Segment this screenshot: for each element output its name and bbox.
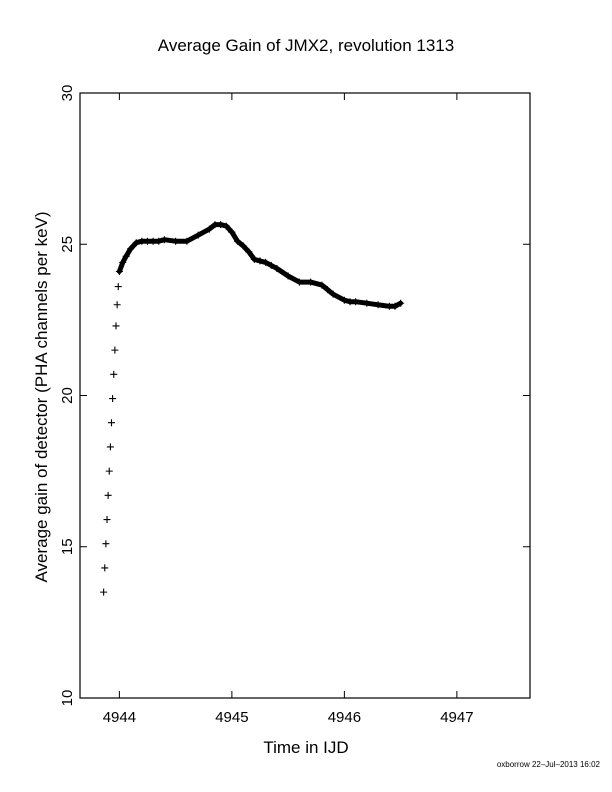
data-point: [100, 588, 108, 596]
y-tick-label: 25: [59, 236, 76, 253]
y-tick-label: 20: [59, 387, 76, 404]
y-tick-label: 10: [59, 690, 76, 707]
x-axis-label: Time in IJD: [263, 738, 349, 757]
data-point: [104, 491, 112, 499]
data-point: [103, 516, 111, 524]
data-point: [111, 346, 119, 354]
x-tick-label: 4944: [103, 709, 136, 726]
data-point: [105, 467, 113, 475]
data-point: [113, 301, 121, 309]
axis-ticks: 4944 4945 4946 4947 10 15 20 25 30: [59, 85, 530, 726]
data-points: [100, 221, 405, 596]
data-point: [106, 443, 114, 451]
x-tick-label: 4946: [328, 709, 361, 726]
plot-frame: [79, 92, 531, 699]
data-point: [102, 540, 110, 548]
y-axis-label: Average gain of detector (PHA channels p…: [32, 211, 51, 583]
y-tick-label: 30: [59, 85, 76, 102]
y-tick-label: 15: [59, 538, 76, 555]
footer-credit: oxborrow 22–Jul–2013 16:02: [496, 760, 600, 769]
data-point: [110, 370, 118, 378]
x-tick-label: 4947: [440, 709, 473, 726]
data-point: [114, 283, 122, 291]
data-trace: [116, 222, 404, 309]
data-point: [112, 322, 120, 330]
data-point: [101, 564, 109, 572]
x-tick-label: 4945: [215, 709, 248, 726]
data-point: [109, 395, 117, 403]
chart-title: Average Gain of JMX2, revolution 1313: [157, 36, 455, 55]
data-point: [108, 419, 115, 427]
